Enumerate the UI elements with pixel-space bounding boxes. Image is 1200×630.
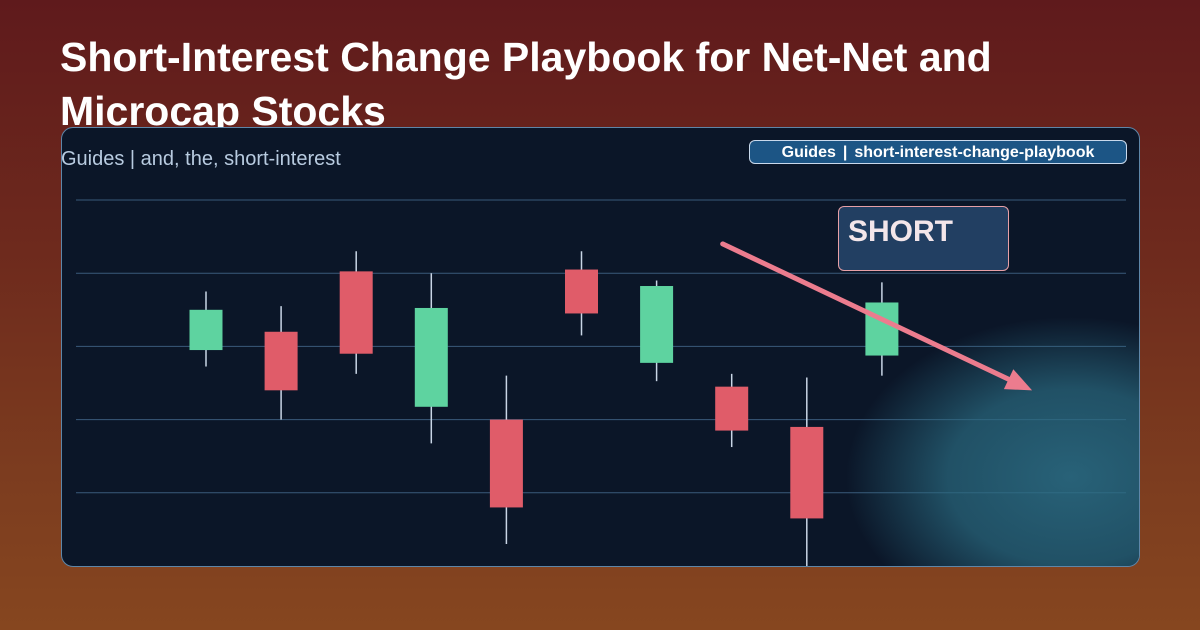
- candle-body-up: [640, 286, 674, 363]
- page-title: Short-Interest Change Playbook for Net-N…: [60, 34, 992, 134]
- candle-body-down: [264, 331, 298, 391]
- candle-body-up: [189, 309, 223, 351]
- tag-category: Guides: [781, 144, 836, 161]
- candle: [189, 291, 223, 367]
- background-glow: [846, 317, 1139, 566]
- page-subtitle: Guides | and, the, short-interest: [61, 148, 341, 170]
- trend-arrow-line: [720, 241, 1012, 382]
- tag-slug: short-interest-change-playbook: [854, 144, 1095, 161]
- candle: [489, 375, 523, 545]
- trend-arrow-head: [1003, 369, 1033, 391]
- candle: [640, 280, 674, 382]
- chart-panel: [61, 127, 1140, 567]
- short-signal-badge: SHORT: [838, 206, 1009, 271]
- candlestick-chart: [76, 199, 1139, 566]
- candle-body-down: [565, 269, 598, 314]
- candle: [339, 251, 373, 374]
- candle: [264, 306, 298, 420]
- candle-body-up: [414, 307, 448, 407]
- candle-body-down: [790, 426, 824, 519]
- candle: [865, 282, 899, 376]
- candle-body-up: [865, 302, 899, 356]
- candle: [414, 273, 448, 444]
- candle-body-down: [489, 419, 523, 508]
- tag-separator: |: [842, 144, 848, 161]
- candle: [715, 373, 749, 448]
- candle-body-down: [715, 386, 749, 431]
- candle-body-down: [339, 271, 373, 354]
- candle: [565, 251, 598, 336]
- category-tag[interactable]: Guides | short-interest-change-playbook: [749, 140, 1127, 164]
- candle: [790, 377, 824, 566]
